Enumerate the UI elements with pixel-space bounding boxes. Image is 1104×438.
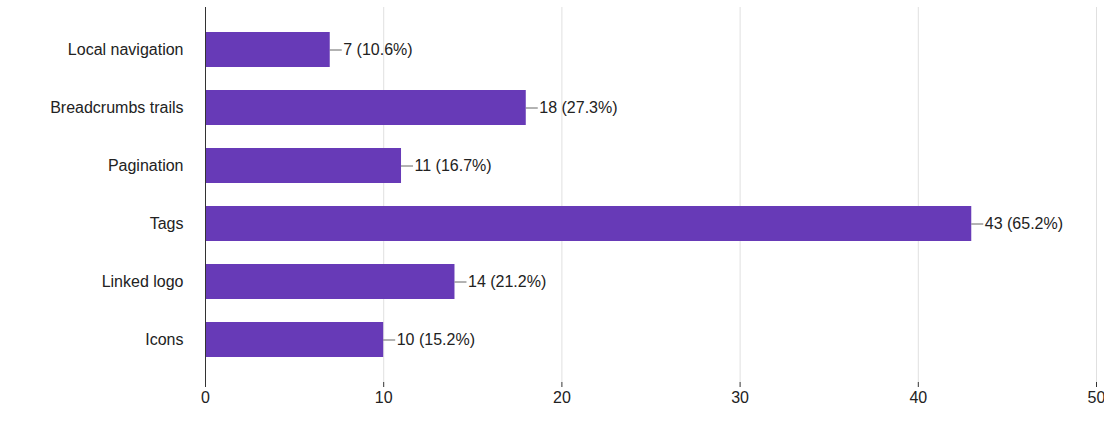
svg-text:30: 30 [731,389,749,406]
svg-text:14 (21.2%): 14 (21.2%) [468,273,546,290]
svg-text:7 (10.6%): 7 (10.6%) [343,41,412,58]
svg-text:Pagination: Pagination [108,157,184,174]
svg-text:0: 0 [201,389,210,406]
svg-text:Icons: Icons [145,331,183,348]
svg-text:20: 20 [553,389,571,406]
svg-text:40: 40 [909,389,927,406]
svg-text:Linked logo: Linked logo [102,273,184,290]
svg-text:43 (65.2%): 43 (65.2%) [985,215,1063,232]
svg-text:10: 10 [375,389,393,406]
svg-text:Local navigation: Local navigation [68,41,184,58]
svg-text:10 (15.2%): 10 (15.2%) [397,331,475,348]
svg-text:Tags: Tags [150,215,184,232]
svg-text:50: 50 [1088,389,1104,406]
svg-text:11 (16.7%): 11 (16.7%) [415,157,492,174]
svg-text:18 (27.3%): 18 (27.3%) [539,99,617,116]
svg-text:Breadcrumbs trails: Breadcrumbs trails [50,99,183,116]
